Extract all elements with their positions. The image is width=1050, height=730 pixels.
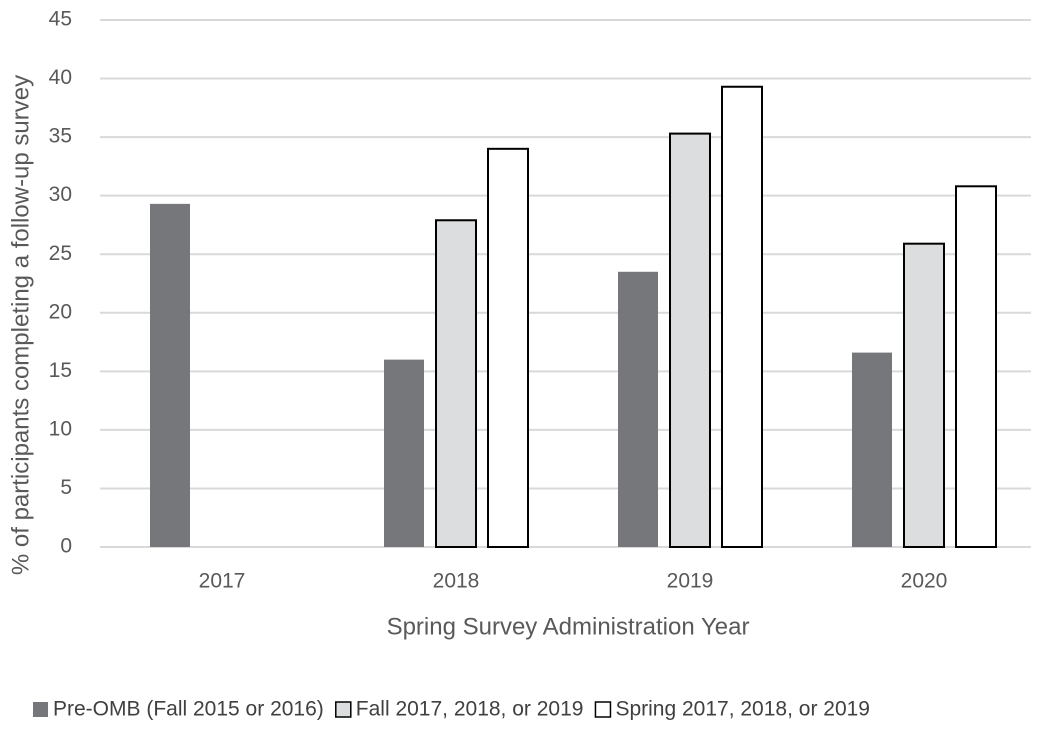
bar xyxy=(721,85,763,549)
y-tick-label: 45 xyxy=(49,8,72,31)
y-tick-label: 0 xyxy=(60,535,72,558)
bar xyxy=(955,185,997,548)
legend-swatch xyxy=(33,702,48,717)
grid xyxy=(100,19,1031,548)
bar xyxy=(669,132,711,548)
y-tick-label: 40 xyxy=(49,66,72,89)
y-tick-label: 10 xyxy=(49,417,72,440)
y-tick-label: 15 xyxy=(49,359,72,382)
legend-label: Pre-OMB (Fall 2015 or 2016) xyxy=(53,698,324,721)
bar xyxy=(487,147,529,548)
bar xyxy=(852,352,892,547)
y-tick-label: 25 xyxy=(49,242,72,265)
y-tick-label: 5 xyxy=(60,476,72,499)
y-tick-label: 30 xyxy=(49,183,72,206)
y-axis-title: % of participants completing a follow-up… xyxy=(7,75,34,575)
legend-label: Fall 2017, 2018, or 2019 xyxy=(356,698,584,721)
bar xyxy=(150,203,190,547)
bar xyxy=(384,359,424,547)
bar xyxy=(903,242,945,548)
bar xyxy=(435,219,477,548)
bar xyxy=(618,271,658,547)
y-tick-label: 20 xyxy=(49,300,72,323)
x-tick-label: 2019 xyxy=(667,570,714,593)
legend-swatch xyxy=(594,701,612,718)
legend-swatch xyxy=(335,701,352,718)
y-tick-label: 35 xyxy=(49,125,72,148)
x-tick-label: 2018 xyxy=(433,570,480,593)
x-tick-label: 2017 xyxy=(199,570,246,593)
legend-label: Spring 2017, 2018, or 2019 xyxy=(615,698,870,721)
x-axis-title: Spring Survey Administration Year xyxy=(387,613,750,640)
x-tick-label: 2020 xyxy=(901,570,948,593)
